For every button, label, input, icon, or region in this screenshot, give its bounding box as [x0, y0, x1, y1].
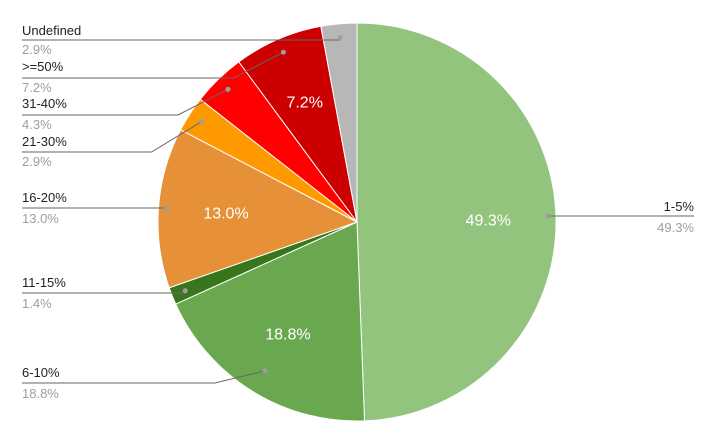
legend-percent-1-5: 49.3% [657, 220, 694, 235]
callout-line-31-40 [22, 88, 229, 116]
pie-labels: 1-5% 49.3% 6-10% 18.8% 11-15% 1.4% 16-20% 13.0%… [22, 23, 694, 401]
slice-value-label-16-20: 13.0% [203, 206, 248, 223]
pie-slice-undefined [320, 22, 358, 223]
legend-label-31-40: 31-40% [22, 96, 67, 111]
callout-dot-1-5 [545, 213, 551, 219]
legend-label-11-15: 11-15% [22, 275, 66, 290]
legend-percent-6-10: 18.8% [22, 386, 59, 401]
legend-label-undefined: Undefined [22, 23, 81, 38]
legend-label-16-20: 16-20% [22, 190, 67, 205]
callout-dot-11-15 [182, 288, 188, 294]
slice-value-label-6-10: 18.8% [265, 327, 310, 344]
legend-percent-11-15: 1.4% [22, 296, 52, 311]
callout-dot-50 [280, 49, 286, 55]
legend-percent-undefined: 2.9% [22, 42, 52, 57]
pie-slice-6-10 [175, 221, 366, 422]
callout-line-21-30 [22, 121, 202, 153]
callout-dot-21-30 [199, 119, 204, 125]
pie-slice-1-5 [356, 22, 557, 422]
callout-line-50 [22, 51, 284, 79]
callout-dot-31-40 [225, 86, 231, 92]
slice-value-label-1-5: 49.3% [466, 213, 511, 230]
legend-percent-16-20: 13.0% [22, 211, 59, 226]
legend-label-50: >=50% [22, 59, 64, 74]
legend-percent-31-40: 4.3% [22, 117, 52, 132]
pie-slices: 49.3% 18.8% 13.0% 7.2% [157, 22, 557, 422]
callout-dot-undefined [337, 35, 343, 41]
legend-percent-21-30: 2.9% [22, 154, 52, 169]
callout-dot-6-10 [262, 368, 268, 374]
callout-line-6-10 [22, 370, 266, 384]
slice-value-label-50: 7.2% [286, 95, 322, 112]
callout-dot-16-20 [164, 205, 169, 211]
legend-label-6-10: 6-10% [22, 365, 60, 380]
pie-callouts [22, 35, 694, 384]
legend-label-1-5: 1-5% [664, 199, 695, 214]
legend-percent-50: 7.2% [22, 80, 52, 95]
legend-label-21-30: 21-30% [22, 134, 67, 149]
